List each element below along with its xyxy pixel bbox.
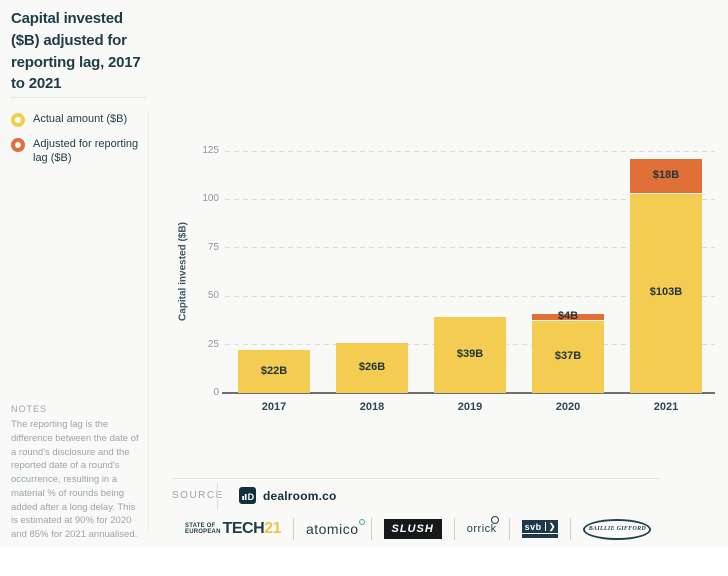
logo-divider	[453, 518, 455, 540]
bar-2021-adjusted	[630, 158, 702, 194]
bar-2021-actual	[630, 193, 702, 393]
svb-logo: svb ❯	[521, 520, 559, 538]
atomico-circle-icon	[358, 519, 365, 525]
soet-tech: TECH	[222, 520, 265, 537]
state-of-european-tech-logo: STATE OF EUROPEAN TECH 21	[185, 520, 281, 538]
bottom-margin	[0, 546, 728, 576]
bar-label-2021-adjusted: $18B	[652, 169, 680, 182]
footer-divider	[172, 478, 660, 479]
baillie-gifford-logo: BAILLIE GIFFORD	[583, 518, 652, 540]
orrick-wordmark: orrick	[466, 523, 497, 535]
notes-block: NOTES The reporting lag is the differenc…	[11, 404, 143, 542]
svb-subbar	[521, 534, 559, 538]
y-tick-125: 125	[202, 145, 219, 156]
legend-item-adjusted: Adjusted for reporting lag ($B)	[11, 137, 143, 166]
y-axis-title: Capital invested ($B)	[177, 222, 189, 322]
svb-box: svb ❯	[521, 520, 559, 533]
chart-title: Capital invested ($B) adjusted for repor…	[11, 10, 141, 93]
source-label: SOURCE	[172, 490, 224, 501]
bar-2020-actual	[532, 321, 604, 393]
gridline-125	[225, 150, 715, 152]
bar-label-2020-actual: $37B	[554, 350, 582, 363]
x-tick-2020: 2020	[555, 401, 581, 413]
logo-divider	[370, 518, 372, 540]
dealroom-logo: D dealroom.co	[239, 487, 337, 504]
orrick-ring-icon	[490, 516, 499, 524]
logo-divider	[570, 518, 572, 540]
bar-label-2020-adjusted: $4B	[557, 310, 579, 323]
legend-label: Actual amount ($B)	[33, 113, 128, 125]
legend-dot-orange-icon	[11, 138, 25, 152]
dealroom-icon: D	[239, 487, 256, 504]
y-tick-0: 0	[213, 387, 219, 398]
x-tick-2018: 2018	[359, 401, 385, 413]
legend: Actual amount ($B) Adjusted for reportin…	[11, 112, 143, 176]
title-divider	[10, 97, 146, 98]
column-divider	[148, 112, 149, 530]
orrick-logo: orrick	[466, 516, 499, 535]
bar-2017-actual	[238, 350, 310, 393]
partner-logos-row: STATE OF EUROPEAN TECH 21 atomico SLUSH …	[185, 514, 652, 544]
x-tick-2021: 2021	[653, 401, 679, 413]
svb-separator	[544, 522, 546, 531]
notes-heading: NOTES	[11, 404, 48, 414]
dealroom-wordmark: dealroom.co	[263, 488, 337, 503]
legend-label: Adjusted for reporting lag ($B)	[33, 138, 139, 165]
y-tick-25: 25	[207, 338, 219, 350]
y-tick-100: 100	[202, 193, 219, 205]
y-tick-75: 75	[207, 241, 219, 253]
gridline-75	[225, 247, 715, 249]
soet-year: 21	[264, 520, 281, 537]
bar-label-2018-actual: $26B	[358, 360, 386, 373]
svb-wordmark: svb	[524, 521, 542, 532]
gridline-100	[225, 198, 715, 200]
svb-arrow-icon: ❯	[548, 522, 556, 531]
atomico-logo: atomico	[305, 519, 365, 537]
slush-logo: SLUSH	[383, 519, 442, 539]
soet-stack: STATE OF EUROPEAN	[185, 523, 221, 535]
logo-divider	[508, 518, 510, 540]
x-axis-baseline	[222, 392, 715, 394]
logo-divider	[292, 518, 294, 540]
soet-line2: EUROPEAN	[185, 529, 221, 535]
source-divider	[217, 483, 218, 511]
x-tick-2019: 2019	[457, 401, 483, 413]
soet-line1: STATE OF	[185, 523, 216, 529]
legend-dot-yellow-icon	[11, 113, 25, 127]
x-tick-2017: 2017	[261, 401, 287, 413]
bar-2020-adjusted	[532, 313, 604, 322]
gridline-50	[225, 295, 715, 297]
bar-label-2019-actual: $39B	[456, 348, 484, 361]
notes-body: The reporting lag is the difference betw…	[11, 419, 139, 541]
y-tick-50: 50	[207, 290, 219, 302]
bar-2019-actual	[434, 317, 506, 393]
atomico-wordmark: atomico	[305, 521, 359, 537]
svg-text:D: D	[248, 492, 255, 502]
bar-label-2021-actual: $103B	[649, 286, 683, 299]
legend-item-actual: Actual amount ($B)	[11, 112, 143, 127]
bar-label-2017-actual: $22B	[260, 364, 288, 377]
bar-2018-actual	[336, 342, 408, 393]
baillie-wordmark: BAILLIE GIFFORD	[588, 526, 647, 532]
